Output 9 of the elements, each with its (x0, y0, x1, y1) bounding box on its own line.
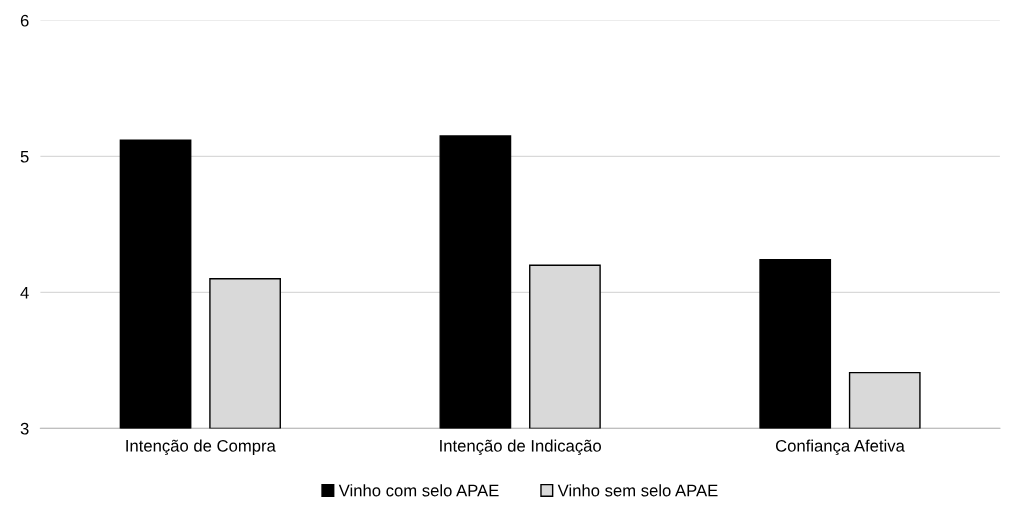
y-tick-label: 3 (20, 422, 29, 435)
x-tick-label: Intenção de Indicação (440, 439, 601, 456)
x-tick-label: Intenção de Compra (126, 439, 276, 456)
y-tick-label: 6 (20, 14, 29, 27)
y-tick-label: 5 (20, 150, 29, 163)
x-tick-label: Confiança Afetiva (775, 439, 905, 456)
y-tick-label: 4 (20, 286, 29, 299)
legend-label: Vinho sem selo APAE (557, 484, 718, 497)
legend-label: Vinho com selo APAE (338, 484, 499, 497)
